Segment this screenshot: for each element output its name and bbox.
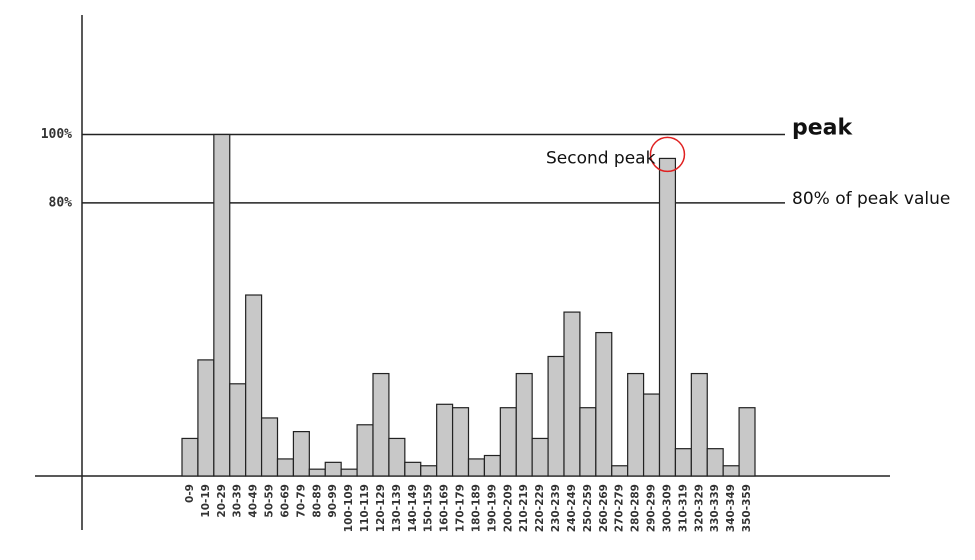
x-tick-label: 50-59: [264, 484, 276, 518]
bar: [388, 437, 406, 477]
x-tick-label: 60-69: [279, 484, 291, 518]
bar: [690, 372, 708, 477]
x-tick-label: 80-89: [311, 484, 323, 518]
x-tick-label: 40-49: [248, 484, 260, 518]
bar: [245, 294, 263, 477]
bar: [197, 359, 215, 477]
x-tick-label: 300-309: [661, 484, 673, 532]
x-tick-label: 350-359: [741, 484, 753, 532]
bar: [356, 424, 374, 477]
bar: [627, 372, 645, 477]
y-tick-label: 100%: [41, 127, 72, 142]
x-tick-label: 20-29: [216, 484, 228, 518]
bar: [547, 355, 565, 477]
bar: [292, 431, 310, 477]
x-tick-label: 250-259: [582, 484, 594, 532]
x-tick-label: 320-329: [693, 484, 705, 532]
bar: [404, 461, 422, 477]
x-tick-label: 110-119: [359, 484, 371, 532]
x-tick-label: 0-9: [184, 484, 196, 503]
bar: [738, 407, 756, 477]
bar: [515, 372, 533, 477]
bar: [260, 417, 279, 477]
x-tick-label: 90-99: [327, 484, 339, 518]
x-tick-label: 70-79: [295, 484, 307, 518]
bar: [420, 465, 438, 477]
x-tick-label: 230-239: [550, 484, 562, 532]
x-tick-label: 200-209: [502, 484, 514, 532]
threshold-label: 80% of peak value: [792, 189, 950, 209]
bar: [658, 157, 677, 477]
bar: [642, 393, 661, 477]
bar: [579, 407, 597, 477]
second-peak-label: Second peak: [546, 148, 656, 168]
bar: [706, 448, 724, 477]
x-tick-label: 220-229: [534, 484, 546, 532]
x-tick-label: 240-249: [566, 484, 578, 532]
bar: [324, 461, 342, 477]
x-tick-label: 330-339: [709, 484, 721, 532]
x-tick-label: 190-199: [486, 484, 498, 532]
bar: [467, 458, 486, 477]
bar: [722, 465, 740, 477]
x-tick-label: 170-179: [455, 484, 467, 532]
x-tick-label: 340-349: [725, 484, 737, 532]
bar: [308, 468, 326, 477]
bar: [611, 465, 629, 477]
bar: [483, 454, 501, 477]
bar: [436, 403, 454, 477]
x-tick-label: 30-39: [232, 484, 244, 518]
x-tick-label: 260-269: [598, 484, 610, 532]
bar: [451, 407, 470, 477]
bar: [229, 383, 247, 477]
x-tick-label: 280-289: [630, 484, 642, 532]
bar: [531, 437, 549, 477]
x-tick-label: 120-129: [375, 484, 387, 532]
bar: [563, 311, 581, 477]
bar: [372, 372, 390, 477]
x-tick-label: 180-189: [470, 484, 482, 532]
bar: [595, 331, 613, 477]
x-tick-label: 160-169: [439, 484, 451, 532]
x-tick-label: 140-149: [407, 484, 419, 532]
x-tick-label: 310-319: [677, 484, 689, 532]
x-tick-label: 290-299: [646, 484, 658, 532]
x-tick-label: 150-159: [423, 484, 435, 532]
bar: [181, 437, 199, 477]
peak-label: peak: [792, 116, 854, 141]
x-tick-label: 210-219: [518, 484, 530, 532]
x-tick-label: 100-109: [343, 484, 355, 532]
bar: [340, 468, 358, 477]
bar: [276, 458, 295, 477]
x-tick-label: 10-19: [200, 484, 212, 518]
bar: [674, 448, 692, 477]
bar: [213, 133, 231, 477]
highlight-circle: [649, 136, 686, 173]
bar: [499, 407, 517, 477]
x-tick-label: 270-279: [614, 484, 626, 532]
x-tick-label: 130-139: [391, 484, 403, 532]
y-tick-label: 80%: [49, 195, 73, 210]
